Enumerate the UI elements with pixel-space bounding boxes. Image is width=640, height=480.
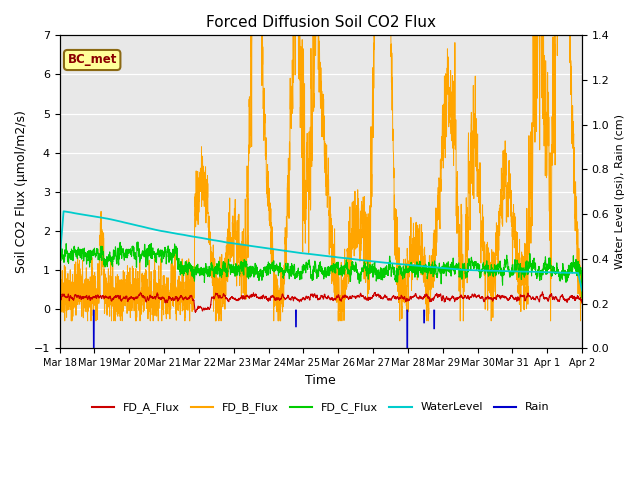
X-axis label: Time: Time	[305, 373, 336, 386]
Title: Forced Diffusion Soil CO2 Flux: Forced Diffusion Soil CO2 Flux	[206, 15, 436, 30]
Y-axis label: Soil CO2 Flux (μmol/m2/s): Soil CO2 Flux (μmol/m2/s)	[15, 110, 28, 273]
Legend: FD_A_Flux, FD_B_Flux, FD_C_Flux, WaterLevel, Rain: FD_A_Flux, FD_B_Flux, FD_C_Flux, WaterLe…	[87, 398, 554, 418]
Y-axis label: Water Level (psi), Rain (cm): Water Level (psi), Rain (cm)	[615, 114, 625, 269]
Text: BC_met: BC_met	[67, 53, 117, 67]
